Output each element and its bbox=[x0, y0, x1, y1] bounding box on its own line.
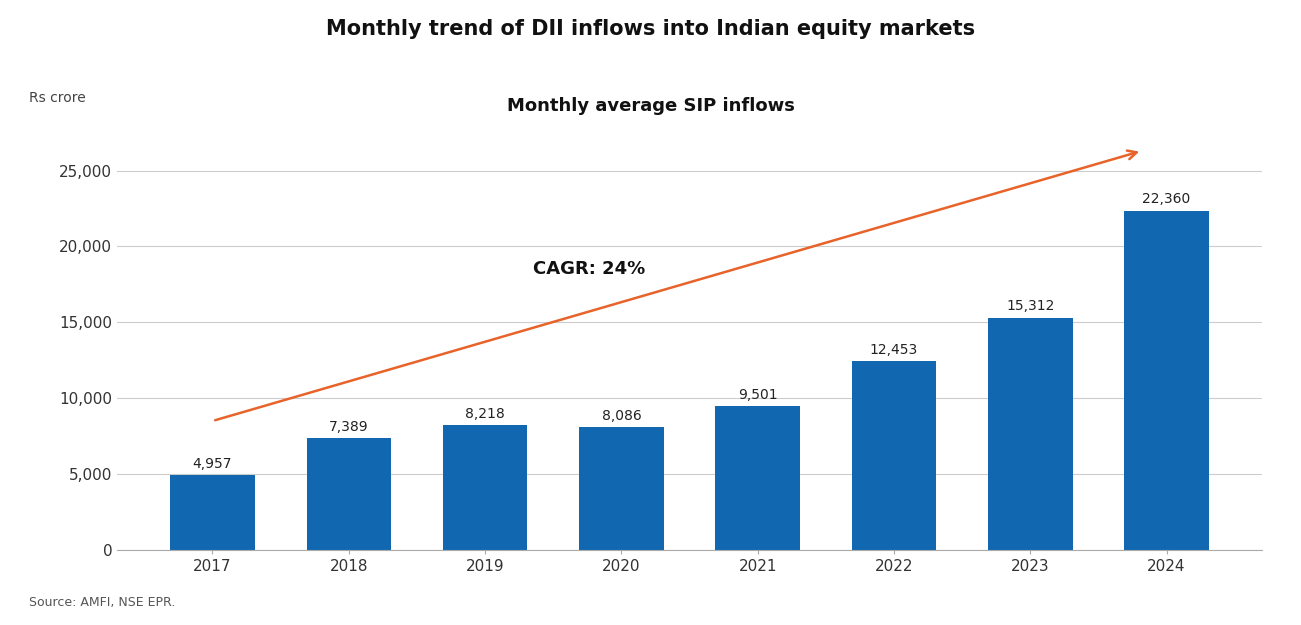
Text: Rs crore: Rs crore bbox=[29, 91, 86, 104]
Bar bbox=[307, 438, 392, 550]
Bar bbox=[987, 318, 1072, 550]
Text: 8,086: 8,086 bbox=[601, 409, 641, 423]
Bar bbox=[852, 361, 937, 550]
Bar bbox=[1124, 211, 1209, 550]
Text: 22,360: 22,360 bbox=[1142, 192, 1190, 206]
Text: Source: AMFI, NSE EPR.: Source: AMFI, NSE EPR. bbox=[29, 596, 174, 609]
Text: 9,501: 9,501 bbox=[738, 388, 778, 401]
Text: Monthly average SIP inflows: Monthly average SIP inflows bbox=[506, 97, 795, 115]
Bar bbox=[170, 475, 255, 550]
Text: Monthly trend of DII inflows into Indian equity markets: Monthly trend of DII inflows into Indian… bbox=[327, 19, 974, 39]
Text: 12,453: 12,453 bbox=[870, 342, 919, 357]
Text: 15,312: 15,312 bbox=[1006, 299, 1054, 313]
Bar bbox=[442, 425, 527, 550]
Bar bbox=[716, 406, 800, 550]
Text: 8,218: 8,218 bbox=[466, 407, 505, 421]
Text: CAGR: 24%: CAGR: 24% bbox=[533, 260, 645, 278]
Text: 4,957: 4,957 bbox=[193, 456, 233, 471]
Text: 7,389: 7,389 bbox=[329, 419, 368, 434]
Bar bbox=[579, 428, 664, 550]
